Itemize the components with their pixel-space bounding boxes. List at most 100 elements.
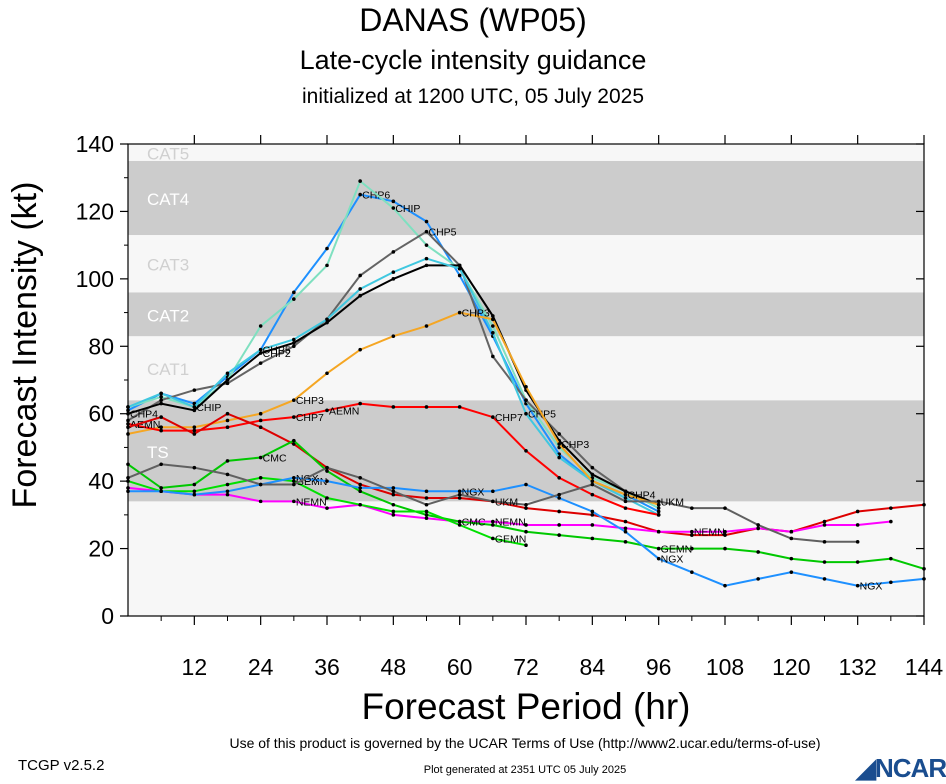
series-point-8-18 [723,529,727,534]
series-tag-5-0: CHP3 [296,395,324,407]
series-point-1-9 [424,243,429,247]
series-point-7-9 [424,496,429,500]
series-point-9-6 [325,469,329,473]
series-point-8-13 [557,523,561,527]
series-tag-1-1: CHIP [196,402,221,414]
series-point-4-6 [325,317,329,322]
series-point-0-5 [292,290,296,295]
series-point-7-13 [557,509,561,514]
series-point-11-1 [159,489,163,494]
series-point-9-13 [557,533,561,537]
series-tag-2-0: CHP5 [429,227,457,239]
series-point-7-21 [822,519,827,524]
series-point-1-11 [491,324,495,328]
terms-of-use: Use of this product is governed by the U… [229,735,821,751]
y-tick-label-3: 60 [88,401,114,427]
series-tag-9-2: GEMN [661,544,693,556]
series-point-9-16 [656,546,661,551]
series-point-9-15 [623,540,628,544]
series-point-6-9 [424,405,429,409]
series-point-9-3 [225,459,230,463]
series-point-12-20 [789,536,794,541]
series-point-7-3 [225,411,230,416]
series-point-2-5 [292,344,296,349]
x-tick-label-6: 84 [580,654,606,680]
series-point-8-19 [756,526,760,531]
series-point-11-3 [225,489,230,494]
series-point-11-19 [756,577,760,581]
series-point-7-10 [457,496,462,500]
series-point-3-3 [225,378,230,382]
series-point-1-1 [159,395,163,399]
series-point-3-4 [258,351,263,355]
series-point-12-12 [524,502,528,507]
series-9: CMC CMC GEMN [126,438,926,571]
series-point-9-11 [491,523,495,527]
series-point-3-5 [292,341,296,345]
series-tag-4-0: CHP5 [263,345,291,357]
x-tick-label-7: 96 [646,654,672,680]
series-point-11-2 [192,492,197,497]
band-label-ts: TS [147,443,169,462]
series-point-8-16 [656,529,661,534]
series-point-5-7 [358,347,362,352]
series-point-11-12 [524,482,528,487]
y-tick-label-0: 0 [101,603,114,629]
y-tick-label-5: 100 [76,266,114,292]
series-point-11-18 [723,583,727,588]
series-point-9-9 [424,513,429,517]
series-point-9-23 [889,556,893,561]
series-point-11-22 [855,583,860,588]
band-label-cat5: CAT5 [147,144,189,163]
series-point-5-14 [590,479,595,483]
chart-subtitle: Late-cycle intensity guidance [299,45,647,75]
category-band-labels: TS CAT1 CAT2 CAT3 CAT4 CAT5 [147,144,189,461]
series-point-2-8 [391,250,396,254]
series-3: CHP2 CHP4 [126,263,661,507]
series-point-8-5 [292,499,296,504]
series-point-11-9 [424,489,429,494]
series-point-8-17 [690,529,694,534]
series-point-10-7 [358,502,362,507]
y-tick-label-7: 140 [76,131,114,157]
series-point-12-16 [656,499,661,504]
series-point-5-3 [225,418,230,423]
series-point-5-9 [424,324,429,328]
band-cat2 [128,292,924,337]
band-label-cat3: CAT3 [147,256,189,275]
series-point-4-4 [258,347,263,352]
ncar-logo-mark-icon: ◢ [856,753,876,783]
band-below-ts [128,501,924,616]
series-point-11-14 [590,509,595,514]
series-point-6-16 [656,513,661,517]
series-point-9-22 [855,560,860,564]
series-point-4-11 [491,331,495,335]
version-label: TCGP v2.5.2 [18,757,105,774]
series-point-10-12 [524,543,528,547]
series-point-11-21 [822,577,827,581]
series-point-12-4 [258,482,263,487]
series-point-8-12 [524,523,528,527]
series-point-12-7 [358,475,362,480]
x-tick-label-4: 60 [447,654,473,680]
series-point-0-2 [192,401,197,406]
series-8: NEMN NEMN NEMN [126,486,893,539]
series-point-1-16 [656,506,661,510]
series-point-10-5 [292,479,296,483]
series-point-8-23 [889,519,893,524]
series-point-0-16 [656,509,661,514]
series-point-4-2 [192,405,197,409]
series-tag-8-1: NEMN [495,517,526,529]
x-tick-label-2: 36 [314,654,340,680]
series-tag-12-1: UKM [495,496,518,508]
series-point-8-21 [822,523,827,527]
series-point-9-10 [457,519,462,524]
series-point-9-2 [192,482,197,487]
series-point-6-8 [391,405,396,409]
series-point-12-21 [822,540,827,544]
series-point-2-9 [424,229,429,234]
series-point-5-12 [524,384,528,389]
series-point-2-12 [524,398,528,403]
series-point-5-4 [258,411,263,416]
